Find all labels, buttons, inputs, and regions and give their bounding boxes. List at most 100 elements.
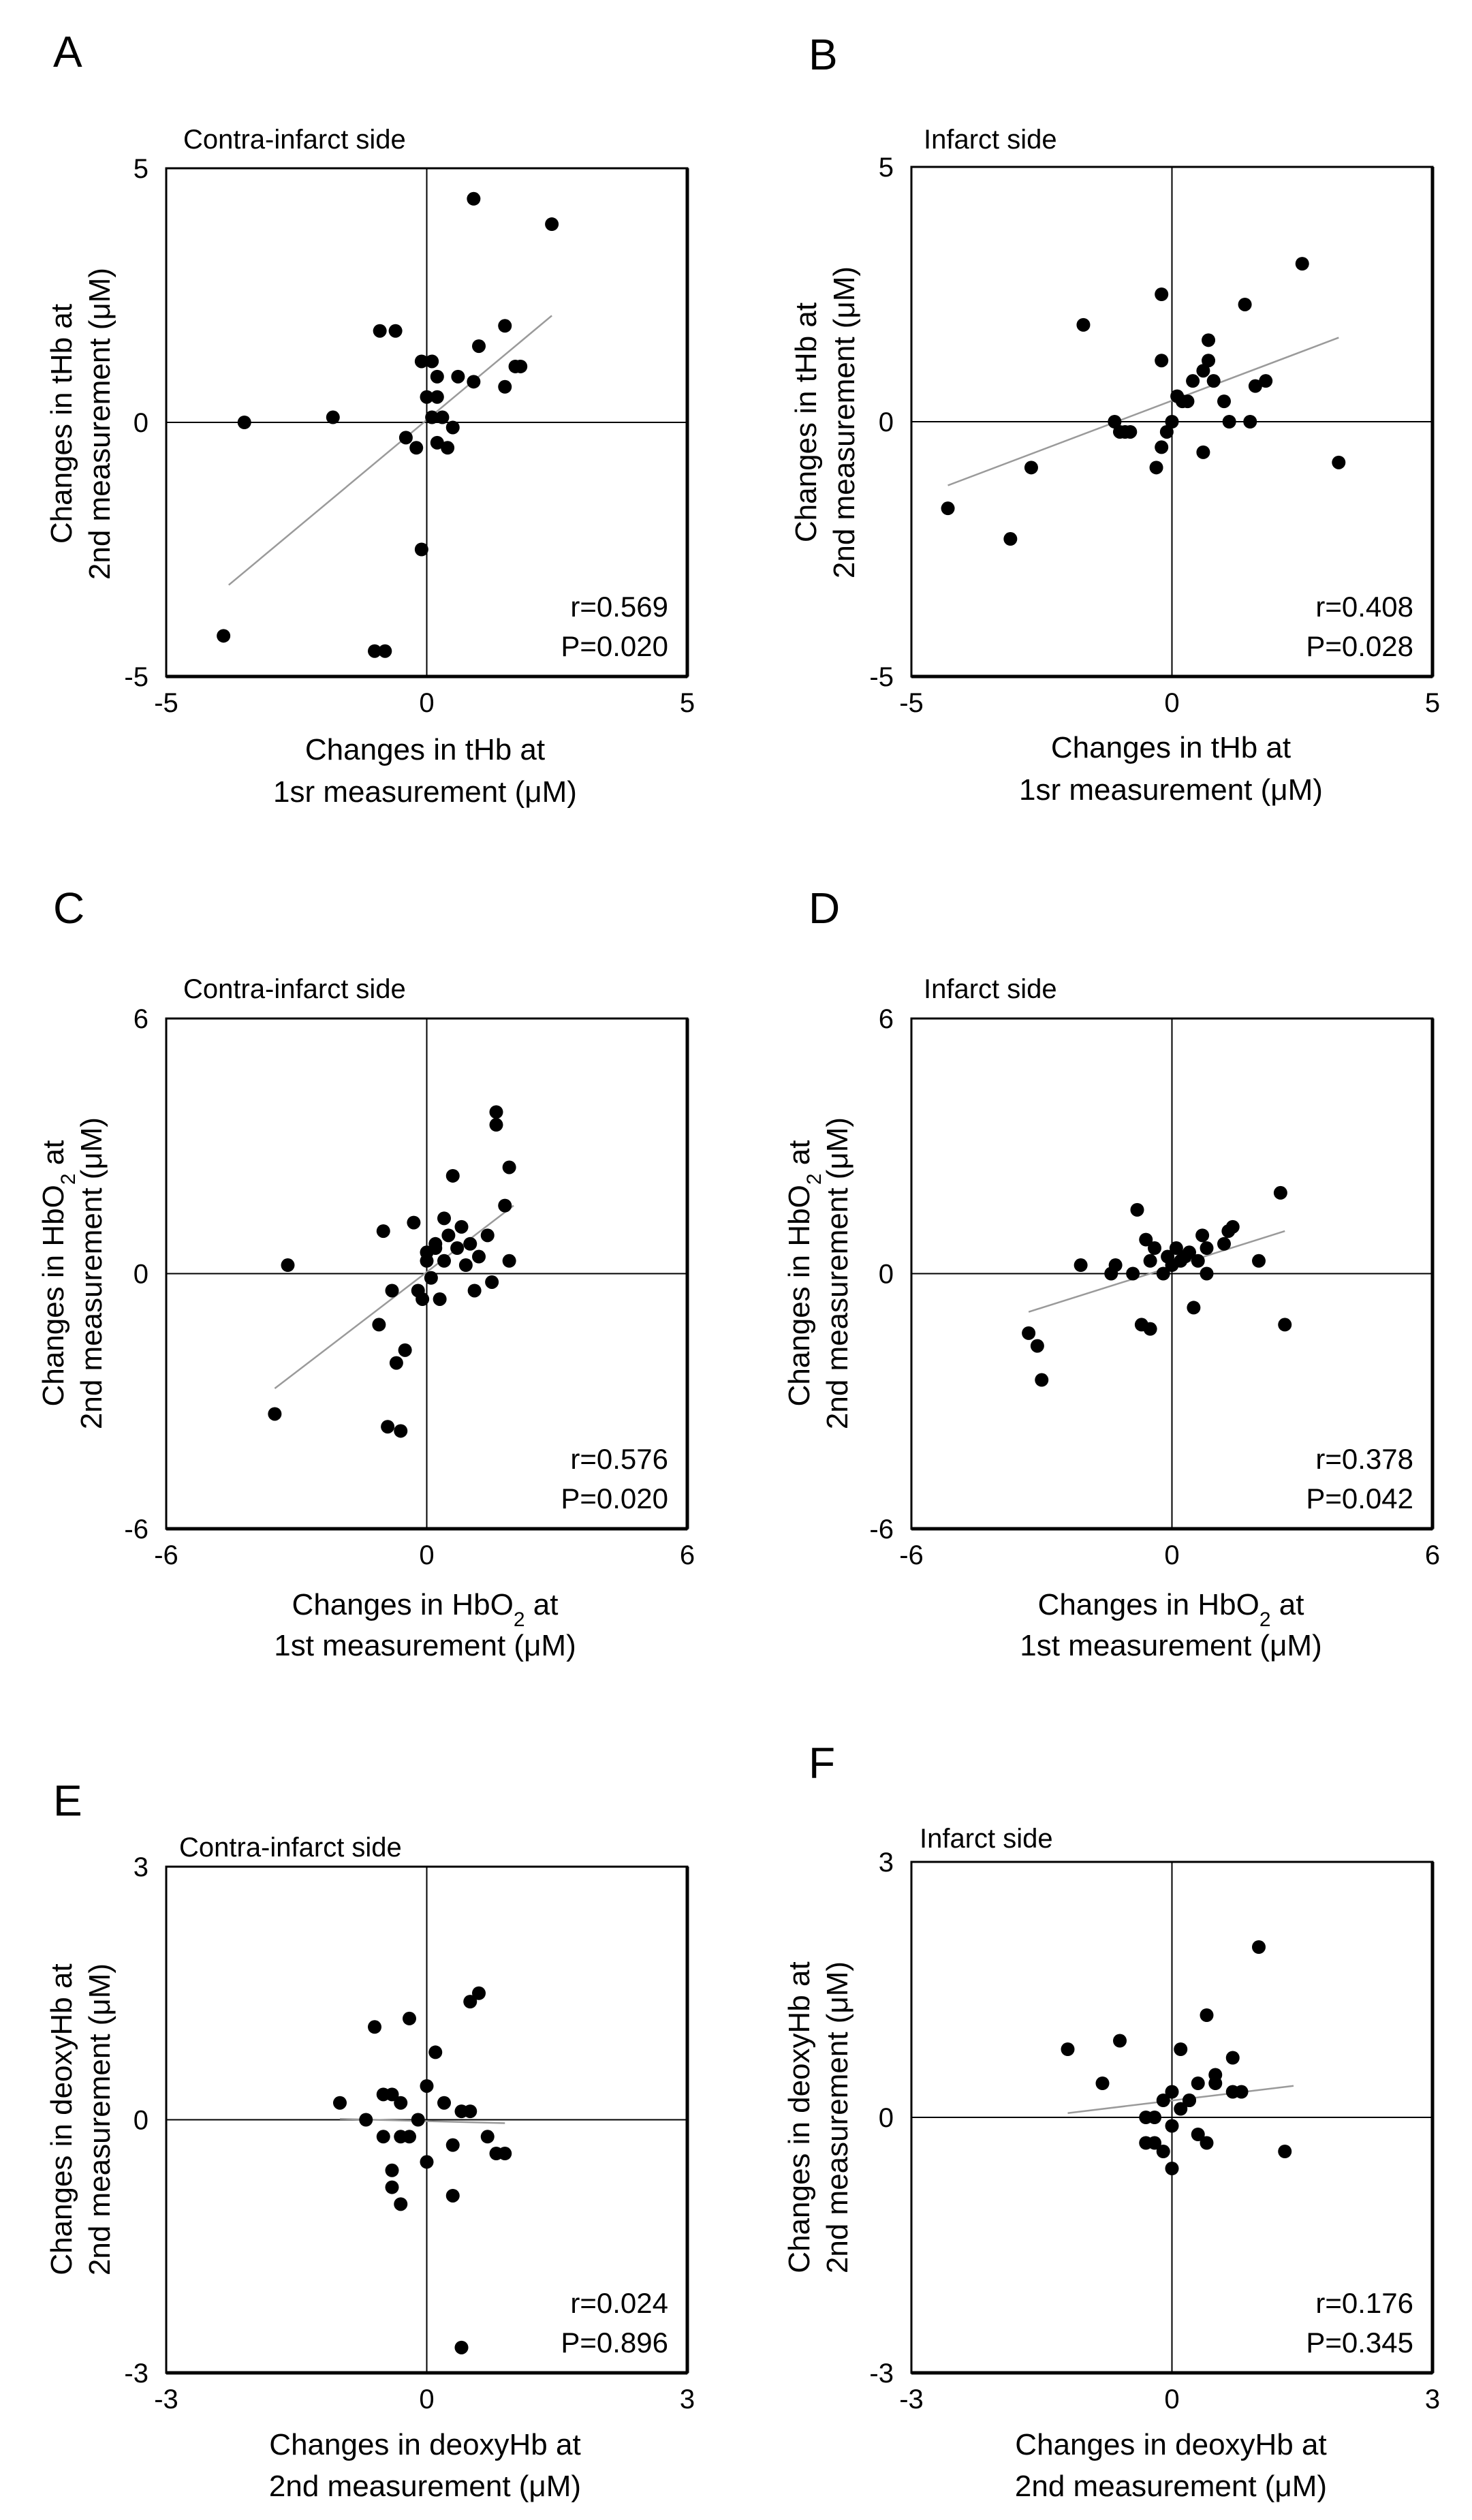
data-point — [451, 369, 465, 384]
y-axis-label-pre: Changes in HbO — [37, 1185, 70, 1406]
panel-e: E Contra-infarct side -3 0 3 -3 0 3 r=0.024 P=0.8… — [45, 1776, 695, 2503]
data-point — [394, 2197, 408, 2211]
panel-letter: F — [809, 1739, 835, 1788]
data-point — [1022, 1326, 1036, 1340]
y-axis-label-line1: Changes in tHb at — [789, 302, 823, 542]
y-axis-label: Changes in HbO2 at 2nd measurement (μM) — [37, 1117, 108, 1429]
stat-r: r=0.176 — [1315, 2287, 1413, 2319]
data-point — [394, 2096, 408, 2110]
x-tick-label: 6 — [1425, 1540, 1440, 1570]
data-point — [1278, 1318, 1292, 1332]
data-point — [385, 2180, 399, 2194]
data-point — [1225, 1219, 1240, 1234]
y-axis-label-subscript: 2 — [803, 1173, 826, 1185]
y-axis-label: Changes in deoxyHb at 2nd measurement (μM… — [783, 1961, 854, 2273]
data-point — [1035, 1373, 1049, 1387]
data-point — [416, 1292, 430, 1306]
data-point — [1225, 2051, 1240, 2065]
data-point — [514, 359, 528, 373]
data-point — [409, 441, 424, 455]
y-tick-label: 0 — [879, 407, 894, 437]
data-point — [1202, 354, 1216, 368]
data-point — [1155, 354, 1169, 368]
data-point — [498, 2147, 512, 2161]
data-point — [1123, 424, 1138, 439]
y-tick-label: -5 — [124, 662, 148, 692]
stat-p: P=0.042 — [1306, 1482, 1413, 1514]
data-point — [1196, 445, 1210, 459]
data-point — [502, 1160, 516, 1175]
data-point — [268, 1407, 282, 1421]
y-axis-label: Changes in tHb at 2nd measurement (μM) — [45, 268, 116, 580]
data-point — [489, 1118, 503, 1132]
data-point — [1200, 2008, 1214, 2022]
data-point — [368, 644, 381, 658]
data-point — [420, 2155, 434, 2169]
data-point — [1130, 1202, 1144, 1217]
data-point — [1183, 2094, 1196, 2107]
data-point — [472, 339, 486, 354]
data-point — [489, 1105, 503, 1119]
x-axis-label-post: at — [1271, 1588, 1304, 1621]
data-point — [463, 1236, 477, 1251]
data-point — [454, 2340, 469, 2354]
data-point — [378, 644, 392, 658]
panel-subtitle: Contra-infarct side — [179, 1833, 402, 1863]
data-point — [435, 410, 450, 424]
x-axis-label-line1: Changes in deoxyHb at — [269, 2428, 580, 2461]
y-axis-label-line1: Changes in HbO2 at — [783, 1140, 826, 1407]
data-point — [407, 1215, 421, 1230]
x-tick-label: 3 — [1425, 2384, 1440, 2414]
y-tick-label: 0 — [134, 2106, 148, 2136]
x-tick-label: 0 — [419, 2384, 434, 2414]
x-tick-label: 0 — [1164, 2384, 1179, 2414]
data-point — [1155, 440, 1169, 454]
data-point — [1234, 2085, 1249, 2099]
data-point — [454, 1219, 469, 1234]
panel-letter: A — [53, 27, 82, 76]
data-point — [1155, 287, 1169, 301]
y-axis-label-line1: Changes in tHb at — [45, 304, 78, 544]
x-tick-label: -3 — [154, 2384, 178, 2414]
stat-p: P=0.020 — [561, 1482, 668, 1514]
data-point — [403, 2011, 416, 2025]
data-point — [428, 1241, 443, 1256]
data-point — [430, 369, 444, 384]
data-point — [1200, 2136, 1214, 2150]
x-tick-label: 5 — [680, 688, 695, 718]
data-point — [467, 191, 481, 206]
data-point — [414, 542, 428, 557]
panel-subtitle: Infarct side — [924, 974, 1057, 1004]
stat-p: P=0.345 — [1306, 2327, 1413, 2359]
data-point — [463, 2104, 477, 2119]
stat-p: P=0.020 — [561, 630, 668, 662]
y-tick-label: 3 — [134, 1852, 148, 1882]
stat-r: r=0.408 — [1315, 591, 1413, 623]
data-point — [1174, 2042, 1188, 2056]
y-axis-label-pre: Changes in HbO — [783, 1185, 816, 1406]
data-point — [1217, 1236, 1231, 1251]
x-tick-label: -5 — [154, 688, 178, 718]
data-point — [498, 1198, 512, 1213]
panel-letter: B — [809, 30, 838, 79]
data-point — [1259, 374, 1273, 388]
data-point — [376, 1224, 390, 1239]
x-axis-label-pre: Changes in HbO — [292, 1588, 514, 1621]
data-point — [1332, 455, 1346, 469]
data-point — [1074, 1258, 1088, 1273]
data-point — [389, 1356, 403, 1370]
y-tick-label: 5 — [879, 153, 894, 183]
y-axis-label-post: at — [783, 1140, 816, 1174]
data-point — [1278, 2145, 1292, 2158]
data-point — [1183, 1245, 1196, 1260]
y-axis-label-subscript: 2 — [57, 1173, 80, 1185]
data-point — [372, 1318, 386, 1332]
panel-b: B Infarct side -5 0 5 -5 0 5 r=0.408 P=0.028 Chang… — [789, 30, 1440, 807]
data-point — [420, 390, 434, 404]
x-axis-label-line1: Changes in HbO2 at — [1038, 1588, 1304, 1631]
panel-subtitle: Infarct side — [920, 1824, 1053, 1854]
panel-f: F Infarct side -3 0 3 -3 0 3 r=0.176 P=0.345 Chang… — [783, 1739, 1440, 2503]
x-tick-label: 5 — [1425, 688, 1440, 718]
data-point — [326, 410, 340, 424]
